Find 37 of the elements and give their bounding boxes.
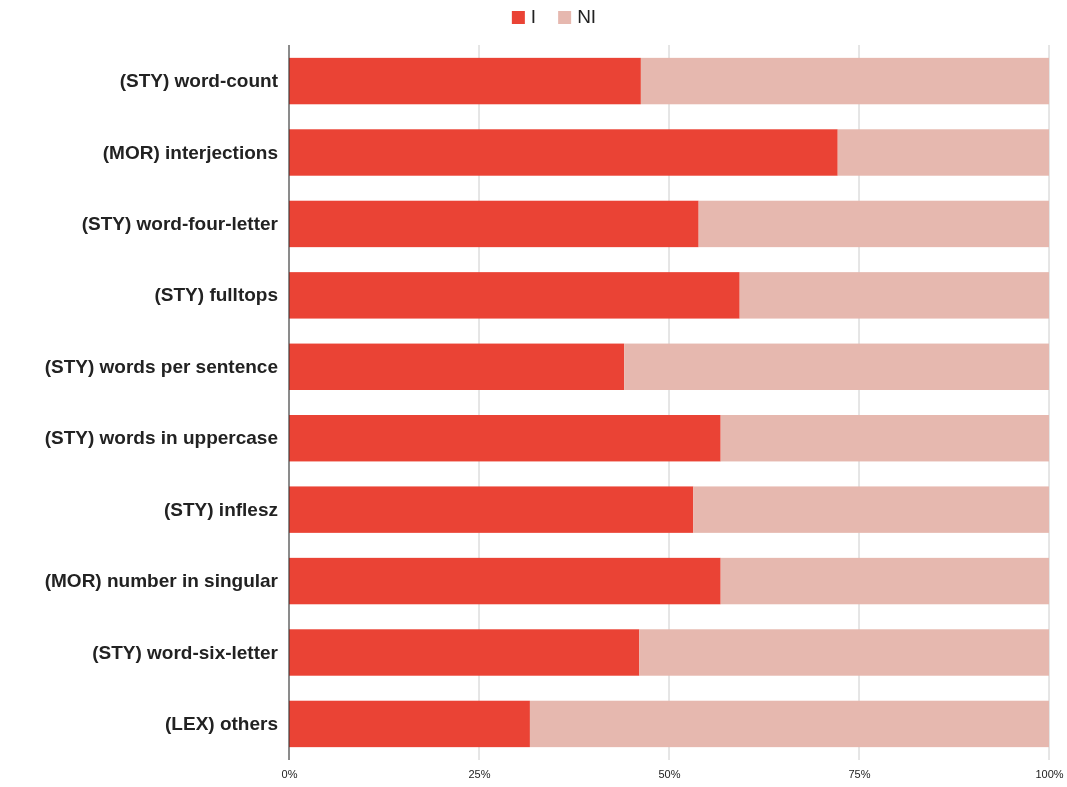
x-tick-label: 50% <box>658 767 681 780</box>
bar <box>289 415 721 462</box>
bar <box>289 200 699 248</box>
bar <box>720 415 1049 462</box>
bar <box>289 272 740 319</box>
bar <box>289 343 625 390</box>
x-tick-label: 0% <box>281 767 298 780</box>
x-tick-label: 100% <box>1035 767 1064 780</box>
y-tick-label: (STY) words in uppercase <box>44 427 278 449</box>
bar <box>698 200 1049 248</box>
y-tick-label: (STY) word-count <box>119 70 279 92</box>
y-tick-label: (STY) word-four-letter <box>81 213 279 235</box>
bar <box>639 629 1049 676</box>
x-tick-label: 75% <box>848 767 871 780</box>
y-tick-label: (STY) words per sentence <box>44 355 278 377</box>
legend-label: NI <box>577 6 597 27</box>
bar <box>289 129 838 176</box>
bar <box>693 486 1049 533</box>
bar <box>640 57 1049 105</box>
bar <box>529 700 1049 748</box>
y-tick-label: (STY) word-six-letter <box>92 641 279 663</box>
y-tick-label: (MOR) number in singular <box>44 570 279 592</box>
y-tick-label: (STY) fulltops <box>154 284 278 306</box>
bar <box>289 557 721 605</box>
legend-label: I <box>530 6 537 27</box>
bar <box>289 629 640 676</box>
bar <box>289 57 641 105</box>
bar <box>739 272 1049 319</box>
y-tick-label: (LEX) others <box>165 713 278 735</box>
bar <box>289 486 694 533</box>
bar <box>289 700 530 748</box>
y-tick-label: (MOR) interjections <box>102 141 278 163</box>
y-tick-label: (STY) inflesz <box>163 498 278 520</box>
bar <box>720 557 1049 605</box>
bar <box>624 343 1049 390</box>
bar <box>837 129 1049 176</box>
x-tick-label: 25% <box>468 767 491 780</box>
